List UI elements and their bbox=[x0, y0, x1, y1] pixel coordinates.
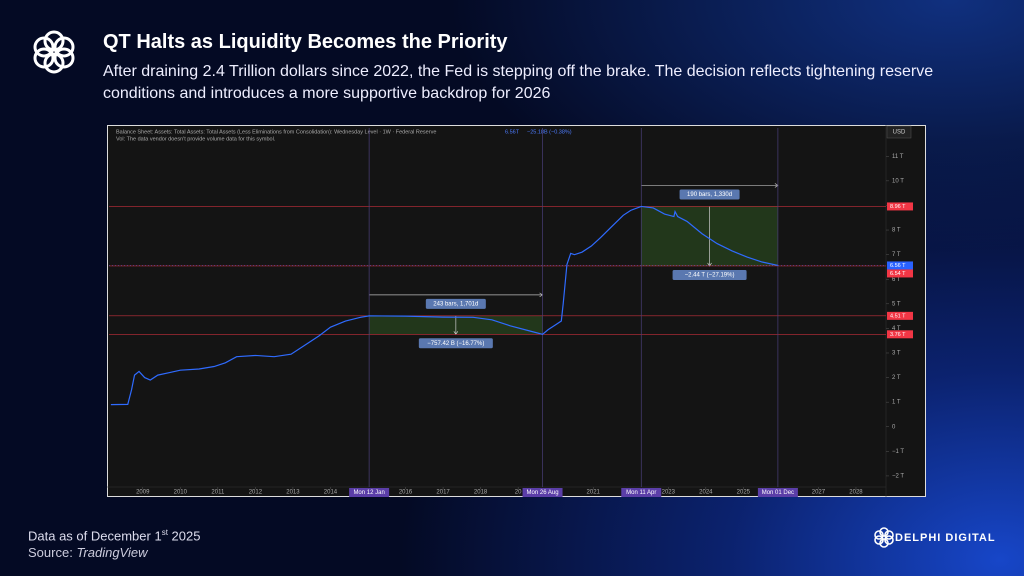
legend-title: Balance Sheet: Assets: Total Assets: Tot… bbox=[116, 129, 436, 135]
y-tick-label: 10 T bbox=[892, 178, 904, 184]
measure-change-label: −757.42 B (−16.77%) bbox=[427, 341, 484, 347]
x-tick-label: 2028 bbox=[849, 490, 863, 496]
price-tag bbox=[887, 311, 913, 320]
source-name: TradingView bbox=[76, 545, 148, 560]
price-tag-label: 4.51 T bbox=[890, 313, 906, 319]
title: QT Halts as Liquidity Becomes the Priori… bbox=[103, 31, 508, 53]
x-tick-label: 2021 bbox=[587, 490, 601, 496]
y-tick-label: 4 T bbox=[892, 326, 901, 332]
price-tag-label: 3.76 T bbox=[890, 332, 906, 338]
marker-badge bbox=[349, 488, 390, 497]
logo bbox=[33, 30, 75, 74]
y-tick-label: 2 T bbox=[892, 375, 901, 381]
measure-change-label: −2.44 T (−27.19%) bbox=[685, 273, 735, 279]
y-tick-label: 5 T bbox=[892, 301, 901, 307]
price-tag-label: 8.96 T bbox=[890, 204, 906, 210]
price-tag-label: 6.54 T bbox=[890, 271, 906, 277]
measure-label-bg bbox=[672, 269, 747, 280]
source-label: Source: bbox=[28, 545, 73, 560]
y-tick-label: 8 T bbox=[892, 228, 901, 234]
brand-logo bbox=[874, 527, 894, 548]
x-tick-label: 2016 bbox=[399, 490, 413, 496]
x-tick-label: 2027 bbox=[812, 490, 826, 496]
y-tick-label: 6 T bbox=[892, 277, 901, 283]
x-tick-label: 2009 bbox=[136, 490, 150, 496]
y-tick-label: 0 bbox=[892, 424, 896, 430]
y-tick-label: −2 T bbox=[892, 474, 904, 480]
x-tick-label: 20 bbox=[515, 490, 522, 496]
price-tag bbox=[887, 261, 913, 270]
price-tag bbox=[887, 269, 913, 278]
x-tick-label: 2017 bbox=[436, 490, 450, 496]
y-tick-label: 3 T bbox=[892, 351, 901, 357]
price-tag bbox=[887, 202, 913, 211]
y-tick-label: 1 T bbox=[892, 400, 901, 406]
y-tick-label: −1 T bbox=[892, 449, 904, 455]
x-tick-label: 2014 bbox=[324, 490, 338, 496]
x-tick-label: 2010 bbox=[174, 490, 188, 496]
marker-badge bbox=[757, 488, 798, 497]
x-tick-label: 2025 bbox=[737, 490, 751, 496]
x-tick-label: 2018 bbox=[474, 490, 488, 496]
legend-value: 6.56T bbox=[505, 129, 520, 135]
measure-label-bg bbox=[425, 298, 486, 309]
subtitle: After draining 2.4 Trillion dollars sinc… bbox=[103, 63, 934, 102]
marker-label: Mon 12 Jan bbox=[353, 490, 384, 496]
chart: Balance Sheet: Assets: Total Assets: Tot… bbox=[107, 125, 926, 497]
measure-label-bg bbox=[679, 189, 740, 200]
marker-label: Mon 01 Dec bbox=[762, 490, 794, 496]
price-tag-label: 6.56 T bbox=[890, 263, 906, 269]
brand: DELPHI DIGITAL bbox=[895, 532, 996, 544]
note-text: Data as of December 1 bbox=[28, 528, 162, 544]
marker-badge bbox=[522, 488, 563, 497]
y-tick-label: 7 T bbox=[892, 252, 901, 258]
x-tick-label: 2012 bbox=[249, 490, 263, 496]
line-series bbox=[110, 205, 779, 406]
legend-change: −25.18B (−0.38%) bbox=[527, 129, 572, 135]
volume-note: Vol: The data vendor doesn't provide vol… bbox=[116, 136, 276, 142]
x-tick-label: 2011 bbox=[211, 490, 225, 496]
measure-bars-label: 190 bars, 1,330d bbox=[687, 192, 732, 198]
currency: USD bbox=[893, 130, 906, 136]
marker-label: Mon 26 Aug bbox=[527, 490, 559, 496]
marker-label: Mon 11 Apr bbox=[626, 490, 656, 496]
measure-label-bg bbox=[418, 338, 493, 349]
marker-badge bbox=[621, 488, 662, 497]
source: Source: TradingView bbox=[28, 545, 148, 560]
x-tick-label: 2023 bbox=[662, 490, 676, 496]
x-tick-label: 2024 bbox=[699, 490, 713, 496]
measure-bars-label: 243 bars, 1,701d bbox=[433, 301, 478, 307]
price-tag bbox=[887, 330, 913, 339]
x-tick-label: 2013 bbox=[286, 490, 300, 496]
note-sup: st bbox=[161, 528, 168, 537]
note-tail: 2025 bbox=[167, 528, 201, 544]
y-tick-label: 11 T bbox=[892, 154, 904, 160]
data-note: Data as of December 1st 2025 bbox=[28, 528, 200, 543]
